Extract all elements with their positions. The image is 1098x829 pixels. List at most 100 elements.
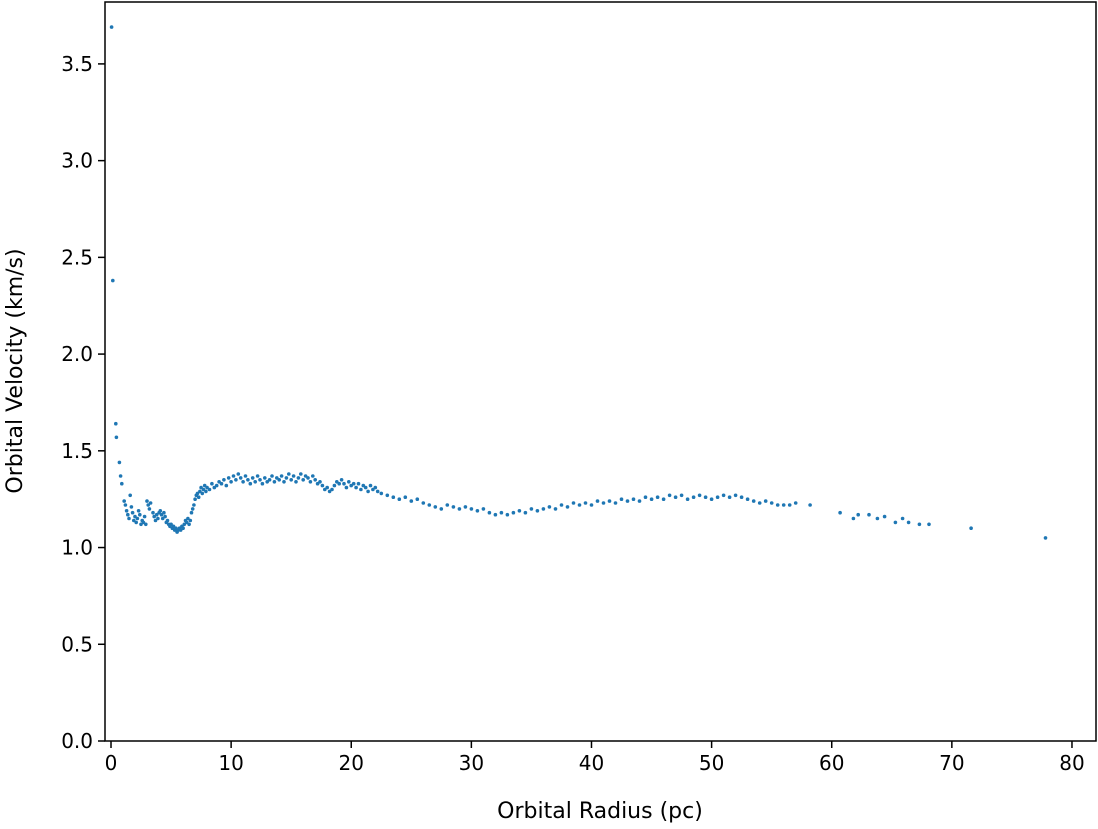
data-point bbox=[294, 480, 298, 484]
data-point bbox=[163, 514, 167, 519]
data-point bbox=[763, 499, 768, 503]
data-point bbox=[214, 483, 219, 488]
x-tick-label: 0 bbox=[105, 751, 118, 775]
data-point bbox=[727, 495, 732, 500]
data-point bbox=[875, 516, 880, 521]
data-point bbox=[315, 481, 320, 486]
data-point bbox=[236, 472, 241, 476]
data-point bbox=[559, 503, 564, 507]
data-point bbox=[165, 518, 170, 523]
data-point bbox=[229, 480, 233, 484]
data-point bbox=[373, 485, 378, 490]
data-point bbox=[375, 489, 380, 494]
data-point bbox=[721, 493, 726, 498]
data-point bbox=[347, 480, 351, 484]
y-tick-label: 3.5 bbox=[61, 52, 93, 76]
data-point bbox=[243, 474, 248, 478]
data-point bbox=[339, 478, 344, 482]
data-point bbox=[1043, 536, 1048, 540]
data-point bbox=[246, 478, 250, 482]
x-tick-label: 80 bbox=[1059, 751, 1084, 775]
data-point bbox=[332, 483, 337, 488]
data-point bbox=[136, 509, 141, 513]
data-point bbox=[160, 516, 165, 521]
data-point bbox=[481, 507, 486, 511]
data-point bbox=[371, 487, 375, 492]
data-point bbox=[205, 485, 209, 490]
data-point bbox=[927, 522, 931, 527]
data-point bbox=[190, 507, 195, 511]
data-point bbox=[184, 520, 189, 525]
data-point bbox=[691, 495, 696, 500]
data-point bbox=[186, 516, 190, 521]
data-point bbox=[147, 507, 152, 511]
data-point bbox=[117, 460, 122, 465]
data-point bbox=[637, 499, 642, 503]
data-point bbox=[517, 509, 522, 513]
data-point bbox=[284, 476, 289, 480]
data-point bbox=[212, 485, 217, 490]
data-point bbox=[133, 514, 137, 519]
data-point bbox=[178, 528, 183, 532]
data-point bbox=[279, 474, 284, 478]
data-point bbox=[356, 481, 361, 486]
data-point bbox=[541, 507, 546, 511]
data-point bbox=[327, 489, 332, 494]
data-point bbox=[195, 491, 200, 496]
data-point bbox=[673, 495, 678, 500]
data-point bbox=[781, 503, 786, 507]
data-point bbox=[397, 497, 402, 502]
data-point bbox=[661, 497, 666, 502]
data-point bbox=[226, 476, 231, 480]
data-point bbox=[301, 478, 306, 482]
data-point bbox=[182, 522, 187, 527]
data-point bbox=[856, 512, 860, 517]
data-point bbox=[270, 474, 274, 478]
data-point bbox=[493, 512, 498, 517]
data-point bbox=[171, 524, 176, 529]
data-point bbox=[152, 514, 156, 519]
data-point bbox=[787, 503, 792, 507]
data-point bbox=[739, 495, 744, 500]
data-point bbox=[323, 487, 327, 492]
data-point bbox=[114, 421, 118, 426]
data-point bbox=[139, 522, 143, 527]
y-tick-label: 0.5 bbox=[61, 632, 93, 656]
data-point bbox=[631, 497, 636, 502]
data-point bbox=[882, 514, 887, 519]
data-point bbox=[151, 510, 155, 515]
data-point bbox=[272, 480, 277, 484]
data-point bbox=[511, 510, 516, 515]
data-point bbox=[282, 480, 286, 484]
x-axis-label: Orbital Radius (pc) bbox=[497, 799, 703, 824]
data-point bbox=[219, 481, 224, 486]
data-point bbox=[547, 505, 552, 509]
data-point bbox=[499, 510, 504, 515]
data-point bbox=[260, 481, 265, 486]
data-points bbox=[109, 25, 1048, 540]
data-point bbox=[867, 512, 871, 517]
data-point bbox=[111, 278, 115, 283]
data-point bbox=[250, 476, 255, 480]
data-point bbox=[415, 497, 420, 502]
data-point bbox=[439, 507, 444, 511]
data-point bbox=[128, 493, 132, 498]
x-tick-label: 30 bbox=[459, 751, 484, 775]
data-point bbox=[409, 499, 414, 503]
data-point bbox=[667, 493, 672, 498]
data-point bbox=[619, 497, 624, 502]
data-point bbox=[118, 474, 123, 478]
data-point bbox=[769, 501, 774, 505]
data-point bbox=[421, 501, 426, 505]
data-point bbox=[344, 485, 349, 490]
data-point bbox=[363, 485, 368, 490]
data-point bbox=[199, 485, 203, 490]
data-point bbox=[385, 493, 390, 498]
y-tick-label: 2.5 bbox=[61, 245, 93, 269]
data-point bbox=[217, 480, 221, 484]
data-point bbox=[361, 483, 366, 488]
data-point bbox=[146, 503, 150, 507]
data-point bbox=[198, 489, 202, 494]
data-point bbox=[655, 495, 660, 500]
